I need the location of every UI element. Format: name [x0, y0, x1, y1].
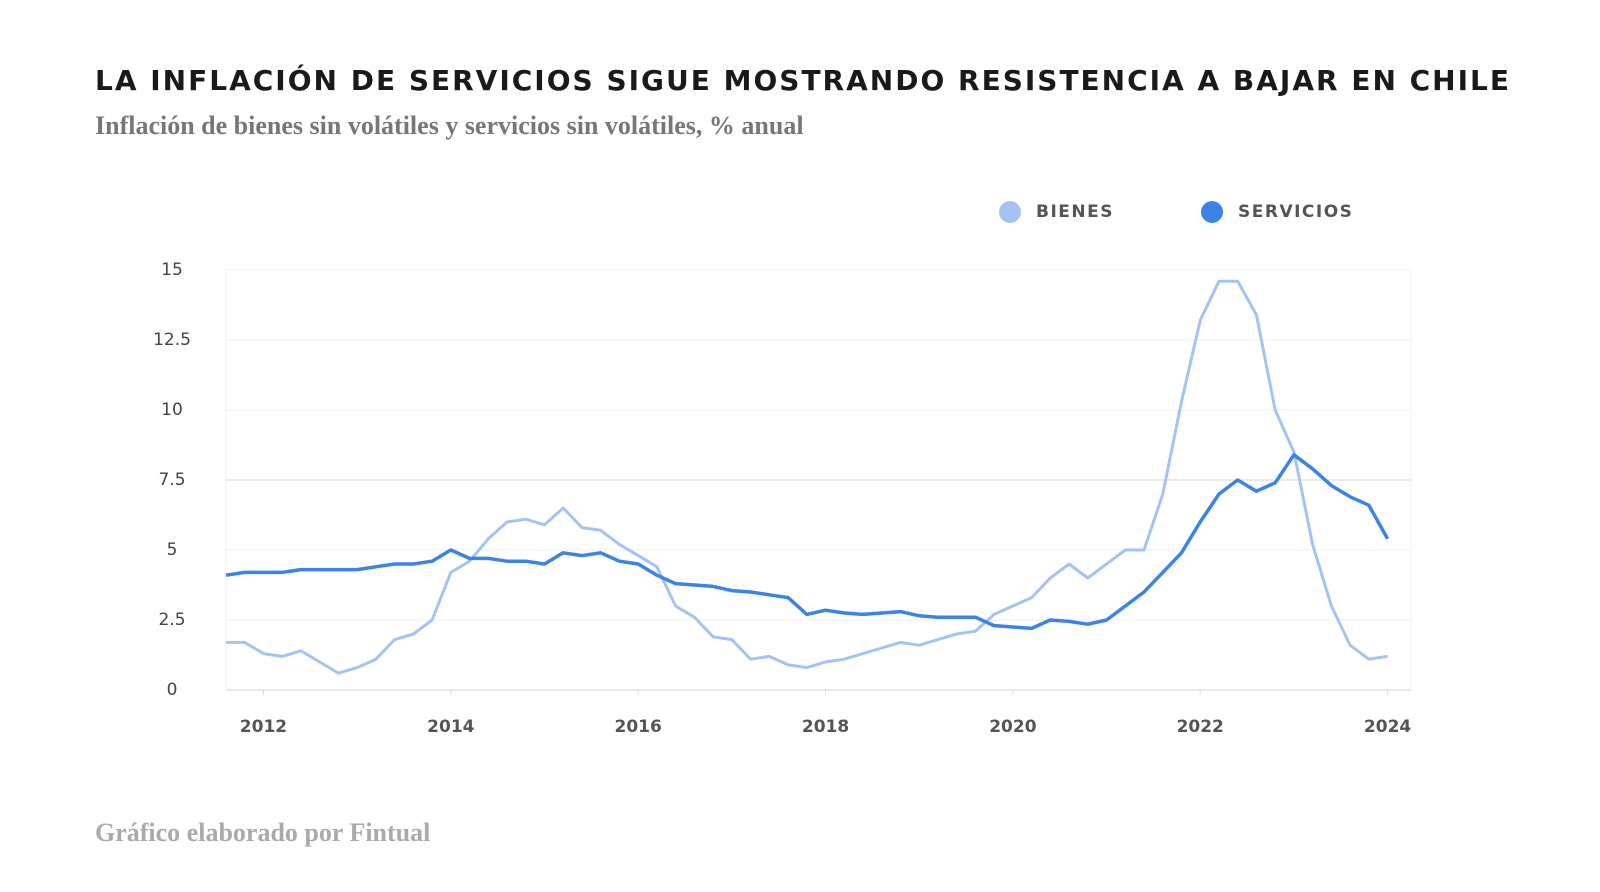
x-tick-label: 2016 — [615, 717, 662, 737]
y-tick-label: 15 — [161, 260, 183, 280]
chart-subtitle: Inflación de bienes sin volátiles y serv… — [95, 111, 804, 140]
x-tick-label: 2018 — [802, 717, 849, 737]
chart-source: Gráfico elaborado por Fintual — [95, 818, 430, 847]
x-tick-label: 2022 — [1177, 717, 1224, 737]
chart-title: LA INFLACIÓN DE SERVICIOS SIGUE MOSTRAND… — [95, 63, 1511, 97]
y-tick-label: 0 — [167, 680, 178, 700]
legend-label: SERVICIOS — [1238, 202, 1353, 222]
x-tick-label: 2014 — [427, 717, 474, 737]
legend-label: BIENES — [1036, 202, 1114, 222]
y-tick-label: 7.5 — [158, 470, 185, 490]
x-tick-label: 2012 — [240, 717, 287, 737]
y-tick-label: 12.5 — [153, 330, 191, 350]
y-tick-label: 10 — [161, 400, 183, 420]
series-line — [225, 453, 1390, 631]
x-tick-label: 2020 — [989, 717, 1036, 737]
legend-swatch — [1201, 201, 1223, 223]
legend-swatch — [999, 201, 1021, 223]
x-tick-label: 2024 — [1364, 717, 1411, 737]
y-tick-label: 2.5 — [158, 610, 185, 630]
y-tick-label: 5 — [167, 540, 178, 560]
series-line — [226, 279, 1388, 675]
